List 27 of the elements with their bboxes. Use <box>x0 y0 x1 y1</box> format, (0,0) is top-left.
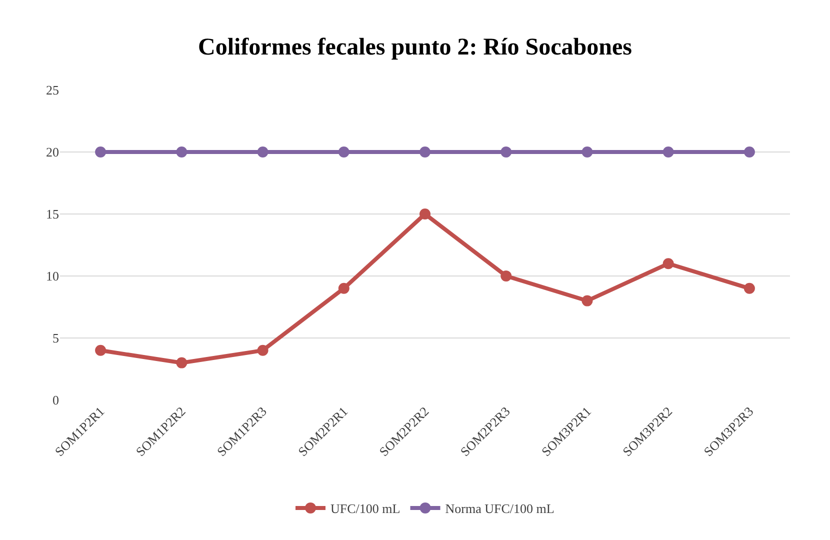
point <box>500 270 512 282</box>
point <box>176 357 188 368</box>
legend-label: UFC/100 mL <box>330 501 400 516</box>
point <box>744 282 755 294</box>
y-tick-label: 5 <box>52 330 59 346</box>
y-tick-label: 15 <box>46 206 59 222</box>
point <box>500 146 512 158</box>
point <box>176 146 188 158</box>
point <box>582 146 593 158</box>
point <box>257 344 268 356</box>
point <box>662 258 674 270</box>
point <box>257 146 268 158</box>
point <box>95 344 106 356</box>
y-tick-label: 10 <box>46 268 59 284</box>
legend-label: Norma UFC/100 mL <box>445 501 554 516</box>
point <box>662 146 674 158</box>
point <box>338 146 350 158</box>
y-tick-label: 25 <box>46 82 59 98</box>
point <box>420 208 430 220</box>
point <box>582 295 593 306</box>
y-tick-label: 20 <box>46 144 59 160</box>
chart-title: Coliformes fecales punto 2: Río Socabones <box>198 34 632 61</box>
point <box>420 146 430 158</box>
point <box>338 282 350 294</box>
point <box>744 146 755 158</box>
point <box>95 146 106 158</box>
y-tick-label: 0 <box>52 392 59 408</box>
